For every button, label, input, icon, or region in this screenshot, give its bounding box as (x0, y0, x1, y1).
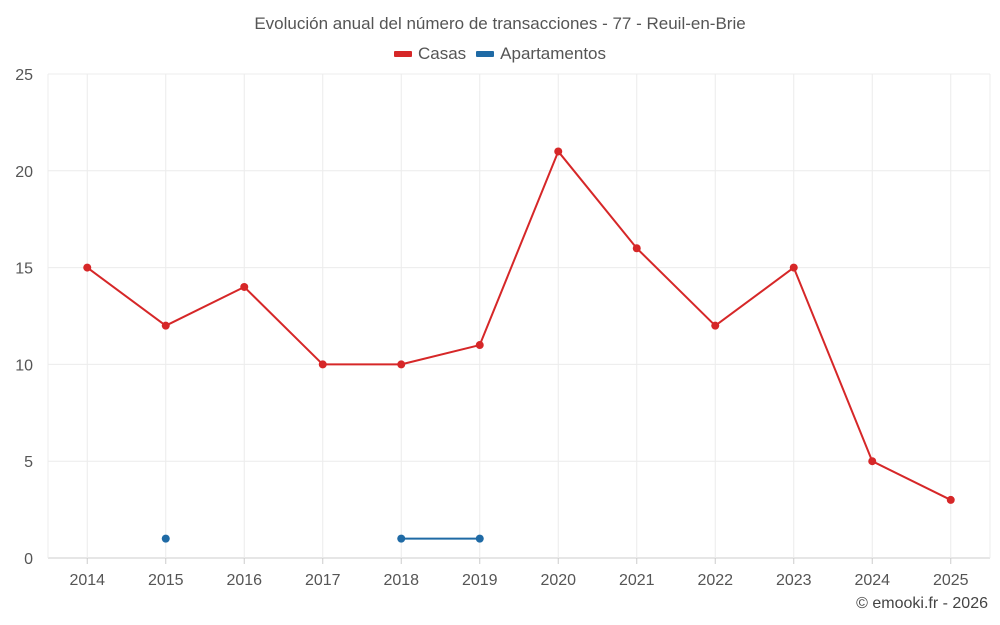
data-point-casas (83, 263, 92, 272)
data-point-casas (868, 457, 877, 466)
data-point-casas (161, 321, 170, 330)
x-tick-label: 2021 (619, 572, 655, 589)
x-tick-label: 2024 (854, 572, 890, 589)
grid-layer (47, 73, 991, 559)
legend-item-casas[interactable]: Casas (393, 44, 467, 64)
x-tick-label: 2018 (383, 572, 419, 589)
footer-credit: © emooki.fr - 2026 (856, 595, 988, 612)
data-point-casas (240, 282, 249, 291)
legend-swatch-apartamentos (476, 51, 495, 57)
data-point-apartamentos (161, 534, 170, 543)
data-point-casas (475, 341, 484, 350)
x-tick-label: 2020 (540, 572, 576, 589)
y-tick-label: 25 (15, 67, 33, 84)
data-point-casas (554, 147, 563, 156)
data-point-apartamentos (475, 534, 484, 543)
legend-label-casas: Casas (417, 44, 467, 63)
y-tick-label: 0 (24, 551, 33, 568)
series-layer (83, 147, 955, 543)
y-tick-label: 15 (15, 261, 33, 278)
data-point-casas (397, 360, 406, 369)
chart-title: Evolución anual del número de transaccio… (254, 14, 746, 33)
legend-item-apartamentos[interactable]: Apartamentos (476, 44, 606, 64)
data-point-casas (632, 244, 641, 253)
legend-swatch-casas (393, 51, 412, 57)
x-tick-label: 2022 (697, 572, 733, 589)
data-point-casas (318, 360, 327, 369)
y-tick-label: 10 (15, 357, 33, 374)
x-tick-label: 2017 (305, 572, 341, 589)
x-tick-label: 2014 (69, 572, 105, 589)
data-point-casas (789, 263, 798, 272)
x-tick-label: 2015 (148, 572, 184, 589)
y-tick-label: 20 (15, 164, 33, 181)
x-tick-label: 2023 (776, 572, 812, 589)
x-tick-label: 2016 (226, 572, 262, 589)
x-tick-label: 2025 (933, 572, 969, 589)
data-point-casas (946, 495, 955, 504)
legend: Casas Apartamentos (0, 44, 1000, 64)
series-line-casas (86, 150, 952, 501)
y-tick-label: 5 (24, 454, 33, 471)
data-point-apartamentos (397, 534, 406, 543)
x-tick-label: 2019 (462, 572, 498, 589)
data-point-casas (711, 321, 720, 330)
legend-label-apartamentos: Apartamentos (500, 44, 607, 63)
